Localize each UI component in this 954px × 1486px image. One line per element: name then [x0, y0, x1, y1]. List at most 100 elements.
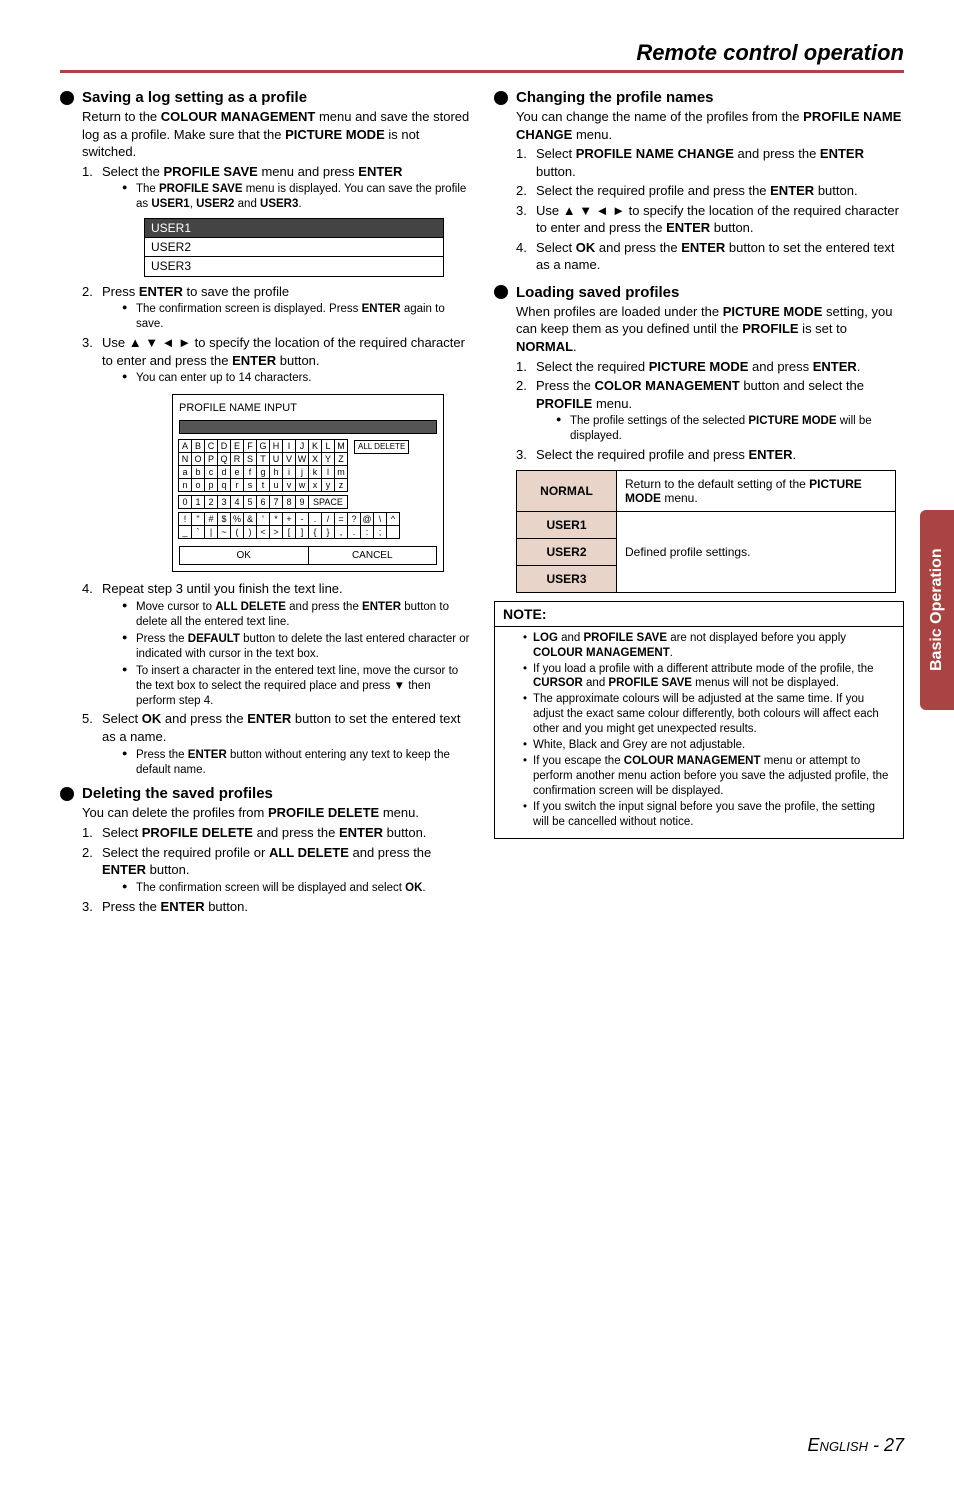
del-step-1: Select PROFILE DELETE and press the ENTE…	[82, 824, 470, 842]
step-4-note-1: Move cursor to ALL DELETE and press the …	[122, 600, 470, 630]
char-cell: =	[334, 512, 348, 526]
bullet-icon	[494, 285, 508, 299]
char-cell: s	[243, 478, 257, 492]
heading-subtext: You can delete the profiles from PROFILE…	[82, 804, 470, 822]
heading-text: Loading saved profiles	[516, 284, 679, 301]
left-column: Saving a log setting as a profile Return…	[60, 85, 470, 915]
char-cell: |	[204, 525, 218, 539]
char-cell: o	[191, 478, 205, 492]
char-cell: z	[334, 478, 348, 492]
char-cell: l	[321, 465, 335, 479]
step-2: Press ENTER to save the profile The conf…	[82, 283, 470, 332]
def-normal: NORMAL	[517, 470, 617, 511]
chg-step-2: Select the required profile and press th…	[516, 182, 904, 200]
char-textbox	[179, 420, 437, 434]
step-4-note-3: To insert a character in the entered tex…	[122, 664, 470, 709]
footer-pagenum: 27	[884, 1435, 904, 1455]
char-cell: h	[269, 465, 283, 479]
note-title: NOTE:	[495, 604, 903, 627]
char-cell: _	[178, 525, 192, 539]
char-cell: <	[256, 525, 270, 539]
char-cell: 1	[191, 495, 205, 509]
char-grid-symbols: !"#$%&'*+-./=?@\^_`|~()<>[]{},.:;	[179, 513, 400, 539]
char-cell: 5	[243, 495, 257, 509]
char-cell: r	[230, 478, 244, 492]
char-cell: d	[217, 465, 231, 479]
char-cell: !	[178, 512, 192, 526]
char-cell: C	[204, 439, 218, 453]
steps-load: Select the required PICTURE MODE and pre…	[516, 358, 904, 464]
page-title: Remote control operation	[60, 40, 904, 73]
char-cell: x	[308, 478, 322, 492]
heading-load: Loading saved profiles	[494, 284, 904, 301]
def-user-desc: Defined profile settings.	[617, 511, 896, 592]
load-step-3: Select the required profile and press EN…	[516, 446, 904, 464]
profile-save-menu: USER1 USER2 USER3	[144, 218, 444, 277]
profile-row-user3: USER3	[145, 256, 443, 275]
del-step-2: Select the required profile or ALL DELET…	[82, 844, 470, 896]
char-cell	[386, 525, 400, 539]
char-cell: 7	[269, 495, 283, 509]
heading-text: Changing the profile names	[516, 89, 714, 106]
step-5: Select OK and press the ENTER button to …	[82, 710, 470, 777]
char-cell: A	[178, 439, 192, 453]
char-grid-numbers: 0123456789SPACE	[179, 496, 348, 509]
char-cell: ~	[217, 525, 231, 539]
char-cell: v	[282, 478, 296, 492]
load-step-1: Select the required PICTURE MODE and pre…	[516, 358, 904, 376]
char-cell: L	[321, 439, 335, 453]
chg-step-4: Select OK and press the ENTER button to …	[516, 239, 904, 274]
all-delete-button: ALL DELETE	[354, 440, 409, 454]
step-1: Select the PROFILE SAVE menu and press E…	[82, 163, 470, 277]
step-4-note-2: Press the DEFAULT button to delete the l…	[122, 632, 470, 662]
char-cell: %	[230, 512, 244, 526]
profile-row-user1: USER1	[145, 219, 443, 237]
heading-delete: Deleting the saved profiles	[60, 785, 470, 802]
char-cell: \	[373, 512, 387, 526]
char-cell: f	[243, 465, 257, 479]
profile-name-input-panel: PROFILE NAME INPUT ABCDEFGHIJKLMNOPQRSTU…	[172, 394, 444, 572]
chg-step-3: Use ▲ ▼ ◄ ► to specify the location of t…	[516, 202, 904, 237]
def-user1: USER1	[517, 511, 617, 538]
char-cell: w	[295, 478, 309, 492]
ok-button: OK	[179, 546, 309, 566]
char-cell: i	[282, 465, 296, 479]
char-cell: -	[295, 512, 309, 526]
note-item: If you switch the input signal before yo…	[523, 800, 891, 830]
note-item: If you load a profile with a different a…	[523, 662, 891, 692]
char-cell: q	[217, 478, 231, 492]
char-cell: e	[230, 465, 244, 479]
heading-change: Changing the profile names	[494, 89, 904, 106]
char-cell: k	[308, 465, 322, 479]
char-cell: (	[230, 525, 244, 539]
footer-sep: -	[868, 1435, 884, 1455]
heading-subtext: You can change the name of the profiles …	[516, 108, 904, 143]
steps-save: Select the PROFILE SAVE menu and press E…	[82, 163, 470, 778]
char-cell: S	[243, 452, 257, 466]
char-cell: F	[243, 439, 257, 453]
note-box: NOTE: LOG and PROFILE SAVE are not displ…	[494, 601, 904, 839]
char-cell: 8	[282, 495, 296, 509]
char-cell: 9	[295, 495, 309, 509]
char-cell: T	[256, 452, 270, 466]
char-cell: y	[321, 478, 335, 492]
right-column: Changing the profile names You can chang…	[494, 85, 904, 915]
char-cell: ?	[347, 512, 361, 526]
char-cell: p	[204, 478, 218, 492]
char-input-title: PROFILE NAME INPUT	[179, 401, 437, 416]
note-item: If you escape the COLOUR MANAGEMENT menu…	[523, 754, 891, 799]
char-cell: E	[230, 439, 244, 453]
page-footer: English - 27	[60, 1435, 904, 1456]
profile-row-user2: USER2	[145, 237, 443, 256]
char-cell: R	[230, 452, 244, 466]
load-step-2: Press the COLOR MANAGEMENT button and se…	[516, 377, 904, 444]
heading-subtext: When profiles are loaded under the PICTU…	[516, 303, 904, 356]
def-user3: USER3	[517, 565, 617, 592]
cancel-button: CANCEL	[308, 546, 438, 566]
char-cell: t	[256, 478, 270, 492]
step-3-note: You can enter up to 14 characters.	[122, 371, 470, 386]
char-cell: D	[217, 439, 231, 453]
heading-subtext: Return to the COLOUR MANAGEMENT menu and…	[82, 108, 470, 161]
char-cell: W	[295, 452, 309, 466]
char-cell: H	[269, 439, 283, 453]
